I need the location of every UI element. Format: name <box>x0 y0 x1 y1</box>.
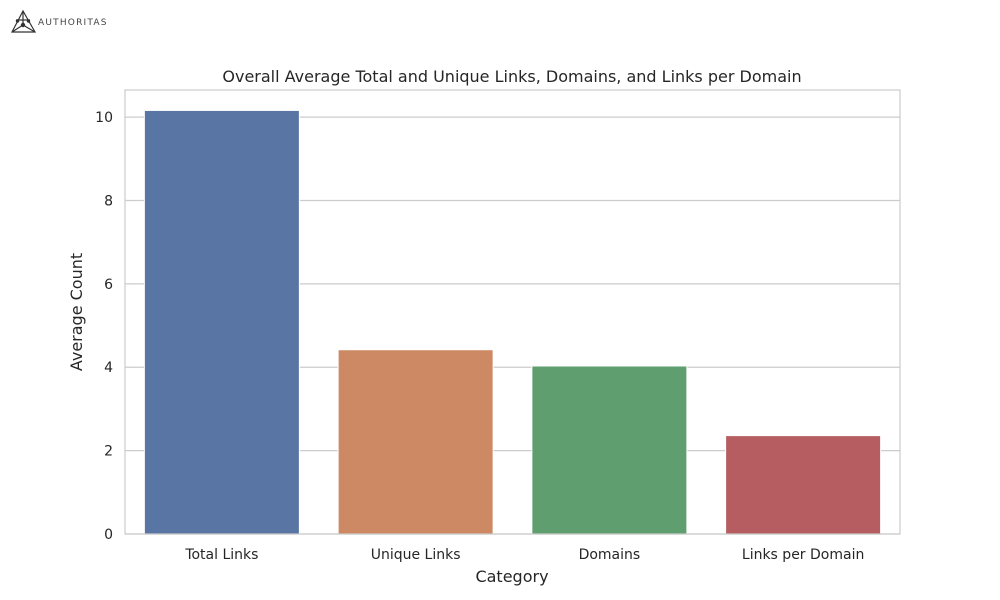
x-tick-label: Total Links <box>184 547 258 563</box>
bars <box>143 109 882 535</box>
y-tick-label: 8 <box>104 193 113 209</box>
bar-total-links <box>143 109 300 535</box>
x-tick-label: Domains <box>579 547 641 563</box>
y-tick-label: 10 <box>95 110 113 126</box>
y-tick-label: 4 <box>104 360 113 376</box>
chart-title: Overall Average Total and Unique Links, … <box>222 67 801 86</box>
plot-frame <box>124 89 901 535</box>
x-tick-label: Links per Domain <box>742 547 864 563</box>
y-tick-label: 6 <box>104 277 113 293</box>
y-axis-label: Average Count <box>67 253 86 371</box>
bar-unique-links <box>337 349 494 535</box>
bar-domains <box>531 365 688 535</box>
x-tick-labels: Total Links Unique Links Domains Links per … <box>184 547 864 563</box>
y-tick-labels: 0 2 4 6 8 10 <box>95 110 113 543</box>
authoritas-logo: AUTHORITAS <box>11 9 108 33</box>
y-tick-label: 2 <box>104 444 113 460</box>
logo-text: AUTHORITAS <box>38 18 108 28</box>
y-tick-label: 0 <box>104 527 113 543</box>
x-tick-label: Unique Links <box>371 547 461 563</box>
triangle-network-logo-icon <box>11 9 37 33</box>
x-axis-label: Category <box>475 567 548 586</box>
bar-links-per-domain <box>725 435 882 535</box>
